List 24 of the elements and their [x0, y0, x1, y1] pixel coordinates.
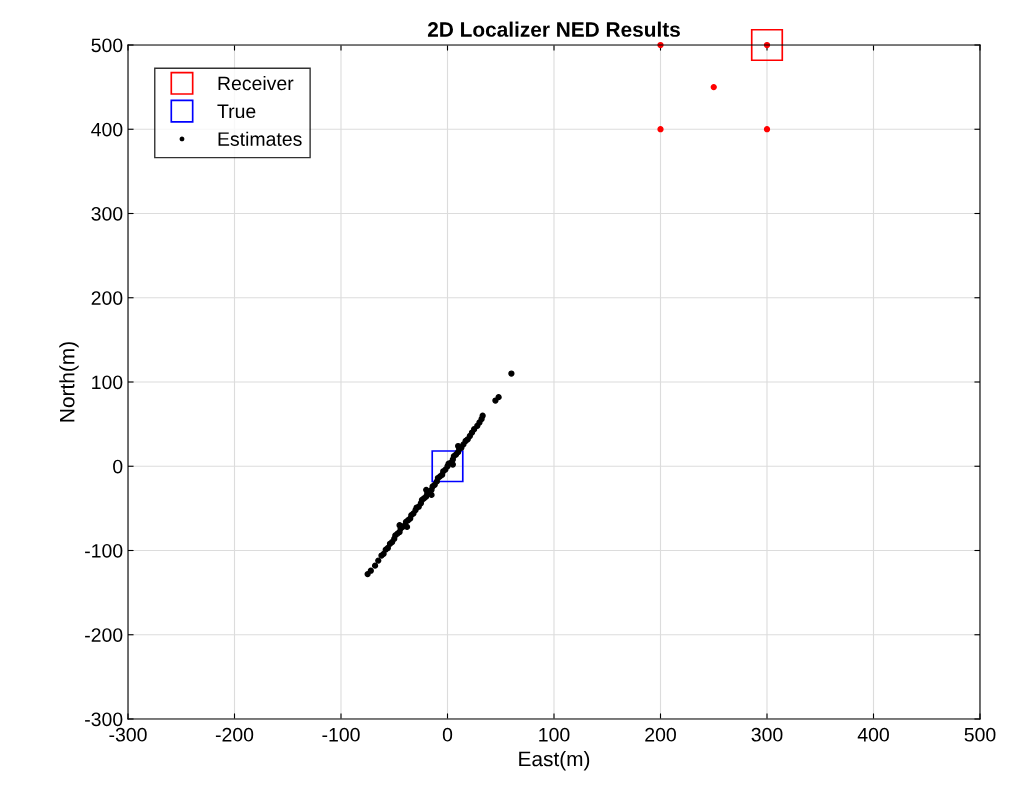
y-tick-label: -200	[85, 628, 123, 642]
y-tick-label: -300	[85, 712, 123, 727]
x-tick-label: -300	[109, 727, 147, 742]
legend-label: True	[217, 104, 256, 119]
x-tick-label: 500	[964, 727, 996, 742]
x-tick-label: 300	[751, 727, 783, 742]
y-tick-label: 500	[91, 38, 123, 53]
x-tick-label: 200	[645, 727, 676, 742]
y-tick-label: 400	[91, 122, 123, 137]
y-tick-label: -100	[85, 543, 123, 558]
x-tick-label: 0	[442, 727, 453, 742]
chart-title: 2D Localizer NED Results	[427, 21, 680, 37]
x-axis-title: East(m)	[519, 751, 590, 771]
x-tick-label: 400	[857, 727, 889, 742]
x-tick-label: -100	[322, 727, 360, 742]
x-tick-label: 100	[539, 727, 570, 742]
y-tick-label: 300	[91, 206, 123, 221]
legend-label: Estimates	[218, 131, 302, 146]
y-axis-title: North(m)	[59, 342, 79, 422]
y-tick-label: 200	[91, 291, 123, 305]
y-tick-label: 0	[113, 459, 123, 474]
legend-label: Receiver	[218, 75, 294, 91]
y-tick-label: 100	[92, 375, 123, 390]
x-tick-label: -200	[215, 727, 254, 742]
